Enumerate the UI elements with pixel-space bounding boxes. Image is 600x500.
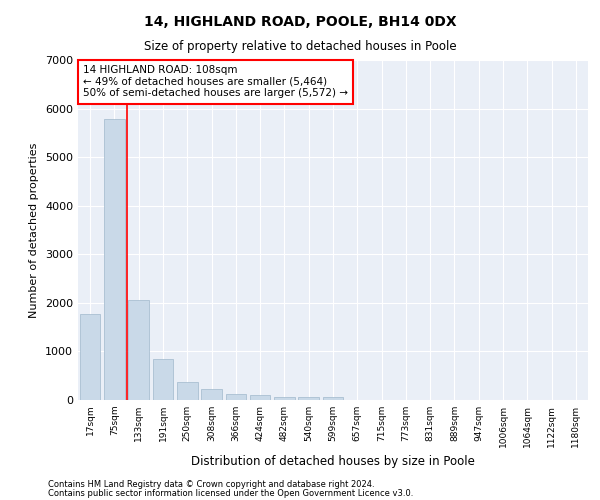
Bar bbox=[323, 397, 343, 400]
Bar bbox=[104, 120, 125, 400]
Text: Contains HM Land Registry data © Crown copyright and database right 2024.: Contains HM Land Registry data © Crown c… bbox=[48, 480, 374, 489]
Bar bbox=[226, 394, 246, 400]
Text: Size of property relative to detached houses in Poole: Size of property relative to detached ho… bbox=[143, 40, 457, 53]
Bar bbox=[201, 390, 222, 400]
Bar bbox=[250, 394, 271, 400]
Bar bbox=[298, 398, 319, 400]
Bar bbox=[128, 300, 149, 400]
Bar bbox=[152, 359, 173, 400]
Bar bbox=[177, 382, 197, 400]
Text: 14 HIGHLAND ROAD: 108sqm
← 49% of detached houses are smaller (5,464)
50% of sem: 14 HIGHLAND ROAD: 108sqm ← 49% of detach… bbox=[83, 65, 348, 98]
Text: Contains public sector information licensed under the Open Government Licence v3: Contains public sector information licen… bbox=[48, 488, 413, 498]
X-axis label: Distribution of detached houses by size in Poole: Distribution of detached houses by size … bbox=[191, 456, 475, 468]
Text: 14, HIGHLAND ROAD, POOLE, BH14 0DX: 14, HIGHLAND ROAD, POOLE, BH14 0DX bbox=[143, 15, 457, 29]
Bar bbox=[274, 396, 295, 400]
Bar bbox=[80, 314, 100, 400]
Y-axis label: Number of detached properties: Number of detached properties bbox=[29, 142, 40, 318]
